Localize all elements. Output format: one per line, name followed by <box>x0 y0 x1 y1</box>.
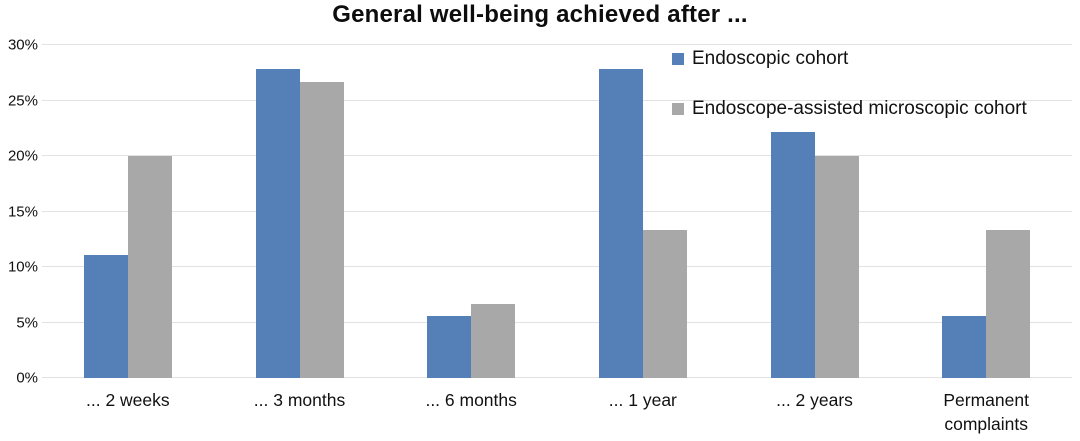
gridline-30% <box>42 44 1072 45</box>
bar-group <box>385 45 557 378</box>
bar <box>83 254 128 378</box>
legend-label: Endoscope-assisted microscopic cohort <box>692 98 1027 119</box>
y-axis: 0% 5% 10% 15% 20% 25% 30% <box>0 37 38 387</box>
bar <box>299 81 344 378</box>
bar <box>471 303 516 378</box>
bar <box>942 315 987 378</box>
bar <box>127 156 172 378</box>
legend: Endoscopic cohort Endoscope-assisted micr… <box>672 47 1027 147</box>
bar <box>770 131 815 378</box>
bar-group <box>214 45 386 378</box>
bar <box>814 156 859 378</box>
bar <box>255 69 300 378</box>
legend-color-swatch-icon <box>672 103 684 115</box>
bar-group <box>42 45 214 378</box>
y-tick-label: 10% <box>7 258 38 276</box>
chart-title: General well-being achieved after ... <box>332 1 748 28</box>
x-axis: ... 2 weeks ... 3 months ... 6 months ... 1… <box>42 388 1072 436</box>
bar <box>986 230 1031 378</box>
x-tick-label: ... 2 years <box>776 390 853 410</box>
gridline-20% <box>42 155 1072 156</box>
legend-item: Endoscope-assisted microscopic cohort <box>672 97 1027 121</box>
x-tick-label: Permanent complaints <box>943 390 1029 434</box>
plot-area: Endoscopic cohort Endoscope-assisted micr… <box>42 44 1072 378</box>
legend-item: Endoscopic cohort <box>672 47 1027 71</box>
y-tick-label: 15% <box>7 203 38 220</box>
x-tick-label: ... 6 months <box>425 390 517 410</box>
y-tick-label: 25% <box>7 92 38 109</box>
gridline-5% <box>42 321 1072 323</box>
y-tick-label: 5% <box>16 314 38 331</box>
bar <box>427 315 472 378</box>
x-tick-label: ... 2 weeks <box>86 390 170 410</box>
bar-group <box>729 45 901 378</box>
gridline-0% <box>42 377 1072 378</box>
y-tick-label: 20% <box>7 147 38 165</box>
x-tick-label: ... 3 months <box>253 390 346 410</box>
bar-groups <box>42 45 1072 378</box>
gridline-15% <box>42 210 1072 212</box>
x-tick-label: ... 1 year <box>608 390 677 410</box>
y-tick-label: 30% <box>7 36 38 54</box>
bar <box>598 69 643 378</box>
gridline-10% <box>42 266 1072 267</box>
bar-group <box>900 45 1072 378</box>
legend-label: Endoscopic cohort <box>692 48 849 69</box>
bar <box>642 230 687 378</box>
y-tick-label: 0% <box>16 369 38 387</box>
bar-group <box>557 45 729 378</box>
gridline-25% <box>42 99 1072 101</box>
legend-color-swatch-icon <box>672 53 684 65</box>
